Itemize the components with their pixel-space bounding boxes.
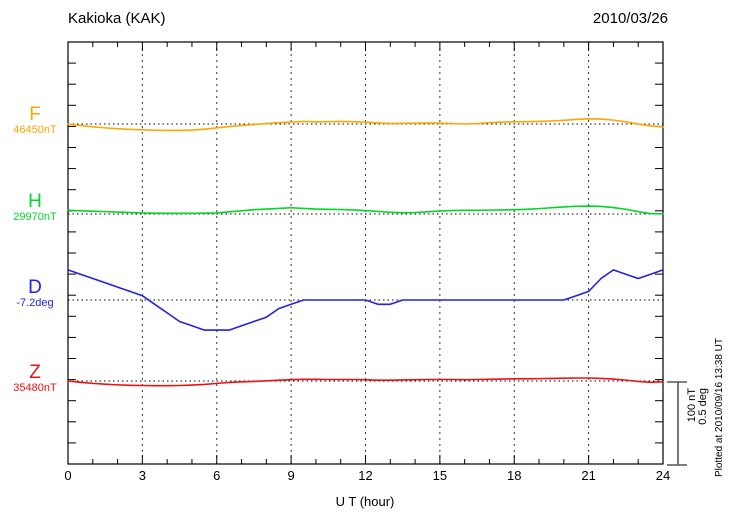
component-label-z: Z 35480nT xyxy=(0,363,70,394)
component-baseline-z: 35480nT xyxy=(13,381,57,394)
component-symbol-d: D xyxy=(28,277,42,298)
x-tick-label: 15 xyxy=(432,468,448,483)
x-tick-label: 6 xyxy=(213,468,221,483)
x-tick-label: 21 xyxy=(581,468,596,483)
x-tick-label: 12 xyxy=(358,468,373,483)
component-label-h: H 29970nT xyxy=(0,192,70,223)
component-baseline-f: 46450nT xyxy=(13,123,57,136)
x-tick-label: 24 xyxy=(655,468,671,483)
x-tick-label: 9 xyxy=(287,468,295,483)
component-baseline-d: -7.2deg xyxy=(16,296,54,309)
plotted-at-text: Plotted at 2010/09/16 13:38 UT xyxy=(714,338,725,477)
observation-date: 2010/03/26 xyxy=(592,10,668,27)
trace-f xyxy=(67,118,664,132)
trace-h xyxy=(67,205,664,215)
x-axis-title: U T (hour) xyxy=(335,494,395,509)
trace-d xyxy=(67,269,664,331)
scale-bar-label-deg: 0.5 deg xyxy=(697,388,709,425)
component-label-f: F 46450nT xyxy=(0,105,70,136)
x-tick-label: 0 xyxy=(64,468,72,483)
component-symbol-z: Z xyxy=(29,362,41,383)
component-symbol-h: H xyxy=(28,191,42,212)
component-symbol-f: F xyxy=(29,104,41,125)
trace-z xyxy=(67,377,664,387)
x-tick-label: 3 xyxy=(138,468,146,483)
component-label-d: D -7.2deg xyxy=(0,278,70,309)
component-baseline-h: 29970nT xyxy=(13,210,57,223)
x-tick-label: 18 xyxy=(507,468,522,483)
page-title: Kakioka (KAK) xyxy=(68,10,166,27)
